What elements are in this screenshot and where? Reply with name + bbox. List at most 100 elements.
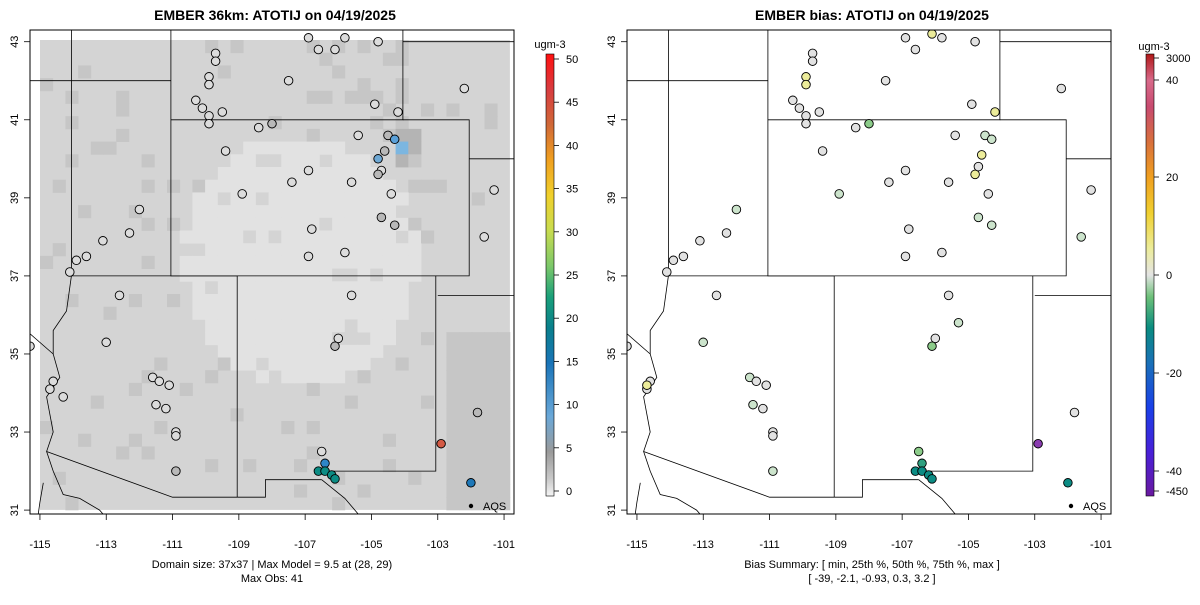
heatmap-cell xyxy=(217,281,231,295)
heatmap-cell xyxy=(319,294,333,308)
observation-marker xyxy=(303,165,314,176)
boundary-line xyxy=(170,119,470,277)
heatmap-cell xyxy=(421,332,435,346)
heatmap-cell xyxy=(205,243,219,257)
heatmap-cell xyxy=(357,484,371,498)
heatmap-cell xyxy=(332,205,346,219)
heatmap-cell xyxy=(217,243,231,257)
observation-marker xyxy=(642,380,652,390)
heatmap-cell xyxy=(332,230,346,244)
heatmap-cell xyxy=(243,154,257,168)
observation-marker xyxy=(267,118,277,129)
panel1-footer-line2: Max Obs: 41 xyxy=(241,573,303,585)
observation-marker xyxy=(98,236,108,246)
x-tick-label: -111 xyxy=(162,539,182,551)
boundary-line xyxy=(634,482,641,514)
heatmap-cell xyxy=(332,319,346,333)
heatmap-cell xyxy=(370,344,384,358)
observation-marker xyxy=(711,290,722,301)
heatmap-cell xyxy=(306,128,320,142)
observation-marker xyxy=(373,36,383,47)
heatmap-cell xyxy=(141,179,155,193)
boundary-line xyxy=(914,275,1034,472)
heatmap-cell xyxy=(268,230,282,244)
panel1-observations xyxy=(30,33,499,488)
heatmap-cell xyxy=(382,243,396,257)
colorbar2-tick-label: 0 xyxy=(1166,270,1172,282)
heatmap-cell xyxy=(344,217,358,231)
heatmap-cell xyxy=(255,205,269,219)
heatmap-cell xyxy=(205,319,219,333)
observation-marker xyxy=(204,72,214,82)
panel1-title: EMBER 36km: ATOTIJ on 04/19/2025 xyxy=(154,7,396,23)
heatmap-cell xyxy=(446,344,460,358)
observation-marker xyxy=(45,384,55,394)
heatmap-cell xyxy=(446,408,460,422)
heatmap-cell xyxy=(205,217,219,231)
heatmap-cell xyxy=(344,395,358,409)
heatmap-cell xyxy=(370,306,384,320)
heatmap-cell xyxy=(408,217,422,231)
heatmap-cell xyxy=(255,192,269,206)
heatmap-cell xyxy=(205,294,219,308)
observation-marker xyxy=(731,204,742,215)
heatmap-cell xyxy=(395,294,409,308)
heatmap-cell xyxy=(370,294,384,308)
heatmap-cell xyxy=(78,205,92,219)
heatmap-cell xyxy=(382,433,396,447)
heatmap-cell xyxy=(319,281,333,295)
heatmap-cell xyxy=(268,141,282,155)
heatmap-cell xyxy=(344,255,358,269)
y-tick-label: 37 xyxy=(9,270,21,282)
heatmap-cell xyxy=(52,471,66,485)
x-tick-label: -113 xyxy=(96,539,117,551)
heatmap-cell xyxy=(255,243,269,257)
heatmap-cell xyxy=(395,357,409,371)
panel2-map-boundaries xyxy=(627,30,1111,514)
heatmap-cell xyxy=(217,344,231,358)
heatmap-cell xyxy=(319,90,333,104)
observation-marker xyxy=(303,33,314,43)
observation-marker xyxy=(983,189,994,199)
heatmap-cell xyxy=(167,217,181,231)
observation-marker xyxy=(330,474,340,484)
heatmap-cell xyxy=(243,243,257,257)
observation-marker xyxy=(748,399,758,410)
heatmap-cell xyxy=(65,90,79,104)
heatmap-cell xyxy=(344,90,358,104)
heatmap-cell xyxy=(268,344,282,358)
x-tick-label: -101 xyxy=(493,539,515,551)
heatmap-cell xyxy=(471,370,485,384)
heatmap-cell xyxy=(179,255,193,269)
heatmap-cell xyxy=(344,332,358,346)
heatmap-cell xyxy=(205,370,219,384)
boundary-line xyxy=(317,275,437,472)
heatmap-cell xyxy=(281,357,295,371)
heatmap-cell xyxy=(484,370,498,384)
heatmap-cell xyxy=(205,230,219,244)
observation-marker xyxy=(346,177,357,187)
heatmap-cell xyxy=(497,484,511,498)
colorbar2-tick-label: 40 xyxy=(1166,75,1178,87)
observation-marker xyxy=(721,228,732,238)
heatmap-cell xyxy=(357,268,371,282)
heatmap-cell xyxy=(332,65,346,79)
heatmap-cell xyxy=(319,357,333,371)
observation-marker xyxy=(237,189,247,199)
heatmap-cell xyxy=(65,116,79,130)
heatmap-cell xyxy=(40,421,54,435)
heatmap-cell xyxy=(281,141,295,155)
heatmap-cell xyxy=(319,230,333,244)
heatmap-cell xyxy=(281,281,295,295)
heatmap-cell xyxy=(205,179,219,193)
heatmap-cell xyxy=(382,205,396,219)
heatmap-cell xyxy=(306,281,320,295)
x-tick-label: -103 xyxy=(1024,539,1046,551)
heatmap-cell xyxy=(484,344,498,358)
observation-marker xyxy=(459,83,470,94)
heatmap-cell xyxy=(357,90,371,104)
y-tick-label: 41 xyxy=(9,114,21,126)
panel1-map-boundaries xyxy=(30,30,514,514)
heatmap-cell xyxy=(243,205,257,219)
heatmap-cell xyxy=(217,192,231,206)
